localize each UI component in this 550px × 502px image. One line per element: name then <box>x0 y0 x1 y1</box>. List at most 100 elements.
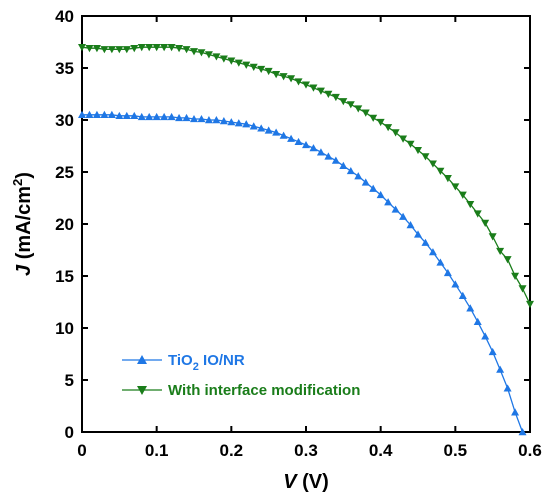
data-point <box>257 124 266 132</box>
y-tick-label: 5 <box>65 371 74 390</box>
data-point <box>234 119 243 127</box>
x-tick-label: 0 <box>77 441 86 460</box>
data-point <box>406 140 415 148</box>
data-point <box>346 101 355 109</box>
data-point <box>257 65 266 74</box>
data-point <box>443 175 452 183</box>
data-point <box>436 167 445 175</box>
data-point <box>526 300 534 309</box>
data-point <box>428 160 437 168</box>
data-point <box>421 153 430 161</box>
legend-label: With interface modification <box>168 382 360 399</box>
data-point <box>160 112 169 121</box>
data-point <box>391 129 400 137</box>
y-tick-label: 35 <box>55 59 74 78</box>
data-point <box>421 238 430 246</box>
data-point <box>115 111 124 120</box>
data-point <box>451 280 460 288</box>
data-point <box>331 156 340 164</box>
data-point <box>331 93 340 102</box>
data-point <box>279 131 288 139</box>
data-point <box>488 233 497 241</box>
y-tick-label: 10 <box>55 319 74 338</box>
y-axis-unit-sup: 2 <box>10 179 25 186</box>
y-tick-label: 40 <box>55 7 74 26</box>
data-point <box>122 111 131 120</box>
legend-label-rest: IO/NR <box>199 352 245 369</box>
data-point <box>219 117 228 125</box>
data-point <box>399 212 408 220</box>
data-point <box>212 116 221 124</box>
data-point <box>369 184 378 192</box>
y-axis-var: J <box>13 264 35 276</box>
data-point <box>496 247 505 256</box>
y-axis-unit: (mA/cm <box>13 186 35 265</box>
data-point <box>473 210 482 218</box>
data-point <box>137 112 146 121</box>
data-point <box>316 87 325 95</box>
data-point <box>503 384 512 392</box>
data-point <box>309 144 318 152</box>
data-point <box>376 190 385 199</box>
data-point <box>361 109 370 117</box>
y-tick-label: 15 <box>55 267 74 286</box>
data-point <box>443 268 452 277</box>
data-point <box>234 59 243 67</box>
data-point <box>518 428 527 436</box>
legend-entry-1: TiO2 IO/NR <box>122 352 245 373</box>
data-point <box>272 128 281 136</box>
data-point <box>152 44 161 52</box>
data-point <box>227 118 236 126</box>
data-point <box>190 48 198 56</box>
data-point <box>466 201 475 209</box>
axis-ticks: 0 0.1 0.2 0.3 0.4 0.5 0.6 0 5 10 15 20 25 30 35 40 <box>55 7 542 460</box>
data-point <box>175 45 184 53</box>
legend-label-name: TiO <box>168 352 193 369</box>
data-point <box>361 178 370 186</box>
data-point <box>309 84 318 92</box>
data-point <box>473 317 482 325</box>
legend-entry-2: With interface modification <box>122 382 360 399</box>
data-point <box>436 258 445 266</box>
data-point <box>219 55 228 63</box>
data-point <box>107 110 116 118</box>
data-point <box>107 46 116 54</box>
y-axis-title: J (mA/cm2) <box>10 172 35 276</box>
data-point <box>175 113 184 122</box>
data-point <box>324 90 333 98</box>
data-point <box>264 126 273 134</box>
data-point <box>122 46 131 54</box>
data-point <box>92 45 101 53</box>
legend: TiO2 IO/NR With interface modification <box>122 352 360 399</box>
plot-area <box>81 15 531 433</box>
x-tick-label: 0.4 <box>369 441 393 460</box>
data-point <box>92 110 101 118</box>
legend-label-name: With interface modification <box>168 382 360 399</box>
data-point <box>481 219 490 227</box>
data-point <box>100 46 109 54</box>
data-point <box>406 221 415 229</box>
data-point <box>78 44 86 52</box>
data-point <box>145 44 154 52</box>
data-point <box>100 110 109 118</box>
data-point <box>264 67 273 76</box>
data-point <box>137 44 146 52</box>
data-point <box>302 140 310 149</box>
series-1 <box>78 110 527 436</box>
data-point <box>242 120 251 128</box>
legend-marker <box>137 355 147 364</box>
data-point <box>354 172 363 180</box>
legend-label: TiO2 IO/NR <box>168 352 245 373</box>
data-point <box>316 148 325 156</box>
data-point <box>212 53 221 61</box>
data-point <box>458 191 467 199</box>
data-point <box>481 332 490 340</box>
data-point <box>428 248 437 256</box>
data-point <box>496 365 505 373</box>
data-point <box>85 45 94 53</box>
data-point <box>503 256 512 264</box>
data-point <box>204 51 213 59</box>
series-2 <box>78 44 534 309</box>
data-point <box>249 63 258 71</box>
